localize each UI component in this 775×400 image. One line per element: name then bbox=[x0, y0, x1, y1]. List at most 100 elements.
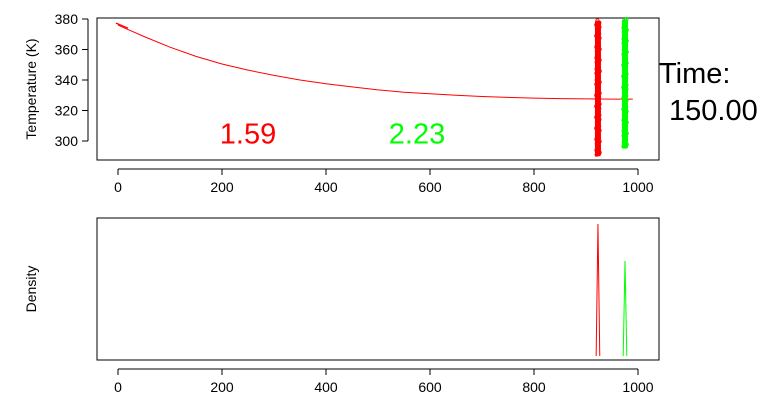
particle-point bbox=[594, 115, 599, 120]
particle-point bbox=[622, 89, 627, 94]
particle-point bbox=[594, 126, 599, 131]
particle-point bbox=[621, 25, 626, 30]
particle-point bbox=[621, 96, 626, 101]
particle-point bbox=[596, 146, 601, 151]
particle-point bbox=[621, 144, 626, 149]
particle-cloud-green bbox=[621, 16, 629, 149]
particle-point bbox=[624, 131, 629, 136]
y-axis-title: Density bbox=[23, 266, 39, 313]
particle-point bbox=[621, 118, 626, 123]
particle-point bbox=[594, 88, 599, 93]
particle-point bbox=[594, 148, 599, 153]
x-tick-label: 200 bbox=[210, 179, 234, 195]
particle-point bbox=[621, 63, 626, 68]
particle-point bbox=[622, 78, 627, 83]
particle-point bbox=[624, 87, 629, 92]
particle-point bbox=[596, 62, 601, 67]
particle-point bbox=[623, 34, 628, 39]
particle-point bbox=[597, 25, 602, 30]
particle-point bbox=[623, 113, 628, 118]
particle-point bbox=[597, 135, 602, 140]
curve-start-segment bbox=[115, 22, 129, 29]
particle-point bbox=[595, 99, 600, 104]
particle-point bbox=[621, 74, 626, 79]
particle-point bbox=[621, 36, 626, 41]
particle-point bbox=[594, 82, 599, 87]
particle-point bbox=[624, 50, 629, 55]
particle-point bbox=[622, 67, 627, 72]
y-tick-label: 340 bbox=[55, 72, 79, 88]
particle-point bbox=[594, 55, 599, 60]
particle-point bbox=[596, 64, 601, 69]
particle-point bbox=[595, 130, 600, 135]
particle-point bbox=[594, 44, 599, 49]
y-tick-label: 300 bbox=[55, 133, 79, 149]
particle-point bbox=[597, 124, 602, 129]
y-axis-title: Temperature (K) bbox=[23, 38, 39, 139]
particle-point bbox=[623, 32, 628, 37]
particle-point bbox=[594, 104, 599, 109]
particle-point bbox=[624, 83, 629, 88]
particle-point bbox=[623, 23, 628, 28]
particle-point bbox=[597, 47, 602, 52]
particle-point bbox=[597, 58, 602, 63]
particle-point bbox=[624, 72, 629, 77]
particle-point bbox=[596, 73, 601, 78]
particle-point bbox=[623, 21, 628, 26]
particle-point bbox=[624, 16, 629, 21]
particle-point bbox=[596, 51, 601, 56]
particle-point bbox=[623, 124, 628, 129]
plot-frame bbox=[96, 217, 660, 361]
x-tick-label: 1000 bbox=[622, 179, 653, 195]
x-tick-label: 0 bbox=[114, 179, 122, 195]
particle-point bbox=[623, 43, 628, 48]
particle-point bbox=[594, 22, 599, 27]
particle-point bbox=[622, 69, 627, 74]
particle-point bbox=[595, 108, 600, 113]
particle-point bbox=[596, 143, 601, 148]
particle-point bbox=[624, 109, 629, 114]
particle-point bbox=[622, 100, 627, 105]
time-value: 150.00 bbox=[669, 95, 758, 127]
annotation-red: 1.59 bbox=[220, 118, 276, 150]
plot-frame bbox=[96, 17, 660, 161]
x-axis: 0 200 400 600 800 1000 bbox=[114, 168, 654, 195]
particle-point bbox=[594, 152, 599, 157]
particle-point bbox=[623, 127, 628, 132]
time-label: Time: bbox=[659, 58, 730, 90]
density-panel: 0 200 400 600 800 1000 Density bbox=[23, 217, 660, 395]
particle-point bbox=[621, 133, 626, 138]
particle-point bbox=[621, 129, 626, 134]
temperature-panel: 0 200 400 600 800 1000 300 320 340 360 380 Temperat… bbox=[23, 11, 660, 195]
x-tick-label: 400 bbox=[314, 379, 338, 395]
particle-point bbox=[595, 38, 600, 43]
x-tick-label: 800 bbox=[522, 379, 546, 395]
particle-point bbox=[624, 120, 629, 125]
temperature-curve bbox=[117, 24, 633, 100]
particle-point bbox=[624, 98, 629, 103]
particle-point bbox=[594, 93, 599, 98]
particle-point bbox=[596, 53, 601, 58]
particle-point bbox=[624, 142, 629, 147]
particle-point bbox=[624, 39, 629, 44]
x-tick-label: 600 bbox=[418, 179, 442, 195]
particle-point bbox=[624, 27, 629, 32]
particle-point bbox=[621, 58, 626, 63]
density-peak-green bbox=[622, 260, 628, 357]
particle-point bbox=[622, 80, 627, 85]
y-tick-label: 320 bbox=[55, 103, 79, 119]
particle-point bbox=[624, 94, 629, 99]
x-tick-label: 200 bbox=[210, 379, 234, 395]
particle-point bbox=[595, 18, 600, 23]
particle-point bbox=[594, 66, 599, 71]
particle-point bbox=[597, 31, 602, 36]
particle-point bbox=[624, 105, 629, 110]
particle-point bbox=[595, 97, 600, 102]
particle-point bbox=[594, 71, 599, 76]
particle-cloud-red bbox=[594, 18, 602, 157]
particle-point bbox=[594, 33, 599, 38]
particle-point bbox=[595, 110, 600, 115]
particle-point bbox=[621, 107, 626, 112]
particle-point bbox=[621, 140, 626, 145]
